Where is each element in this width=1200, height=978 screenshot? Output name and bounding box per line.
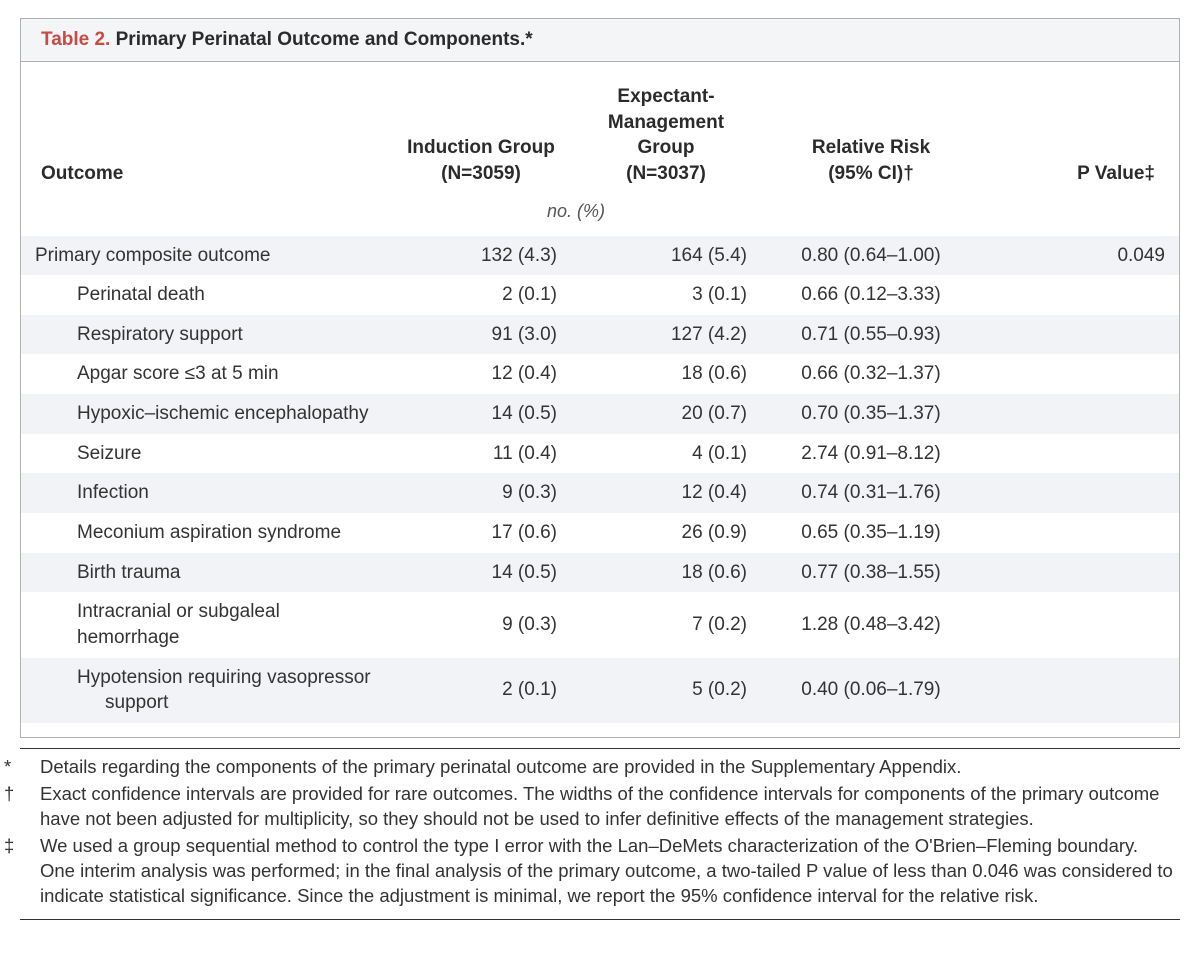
induction-value: 12 (0.4) xyxy=(391,354,571,394)
unit-label: no. (%) xyxy=(391,197,761,236)
expectant-value: 7 (0.2) xyxy=(571,592,761,657)
table-row: Infection9 (0.3)12 (0.4)0.74 (0.31–1.76) xyxy=(21,473,1179,513)
footnote-rule-top xyxy=(20,748,1180,749)
table-container: Table 2. Primary Perinatal Outcome and C… xyxy=(20,18,1180,738)
relative-risk-value: 2.74 (0.91–8.12) xyxy=(761,434,981,474)
relative-risk-value: 0.65 (0.35–1.19) xyxy=(761,513,981,553)
induction-value: 14 (0.5) xyxy=(391,553,571,593)
table-row: Primary composite outcome132 (4.3)164 (5… xyxy=(21,236,1179,276)
expectant-value: 4 (0.1) xyxy=(571,434,761,474)
col-header-relative-risk: Relative Risk (95% CI)† xyxy=(761,62,981,197)
footnotes: *Details regarding the components of the… xyxy=(20,755,1180,909)
pvalue xyxy=(981,473,1179,513)
table-title-bar: Table 2. Primary Perinatal Outcome and C… xyxy=(21,19,1179,62)
outcome-label: Hypotension requiring vasopressorsupport xyxy=(21,658,391,723)
unit-row: no. (%) xyxy=(21,197,1179,236)
induction-value: 2 (0.1) xyxy=(391,658,571,723)
table-row: Seizure11 (0.4)4 (0.1)2.74 (0.91–8.12) xyxy=(21,434,1179,474)
table-row: Perinatal death2 (0.1)3 (0.1)0.66 (0.12–… xyxy=(21,275,1179,315)
footnote-rule-bottom xyxy=(20,919,1180,920)
col-header-expectant: Expectant- Management Group (N=3037) xyxy=(571,62,761,197)
pvalue xyxy=(981,354,1179,394)
outcome-label: Intracranial or subgaleal hemorrhage xyxy=(21,592,391,657)
induction-value: 11 (0.4) xyxy=(391,434,571,474)
induction-value: 91 (3.0) xyxy=(391,315,571,355)
expectant-value: 20 (0.7) xyxy=(571,394,761,434)
pvalue xyxy=(981,553,1179,593)
pvalue xyxy=(981,315,1179,355)
table-row: Respiratory support91 (3.0)127 (4.2)0.71… xyxy=(21,315,1179,355)
table-row: Intracranial or subgaleal hemorrhage9 (0… xyxy=(21,592,1179,657)
relative-risk-value: 0.70 (0.35–1.37) xyxy=(761,394,981,434)
outcome-label: Primary composite outcome xyxy=(21,236,391,276)
relative-risk-value: 1.28 (0.48–3.42) xyxy=(761,592,981,657)
induction-value: 9 (0.3) xyxy=(391,592,571,657)
expectant-value: 26 (0.9) xyxy=(571,513,761,553)
pvalue xyxy=(981,275,1179,315)
table-body: Primary composite outcome132 (4.3)164 (5… xyxy=(21,236,1179,737)
expectant-value: 12 (0.4) xyxy=(571,473,761,513)
pvalue xyxy=(981,592,1179,657)
induction-value: 2 (0.1) xyxy=(391,275,571,315)
expectant-value: 3 (0.1) xyxy=(571,275,761,315)
footnote-b: †Exact confidence intervals are provided… xyxy=(22,782,1178,832)
outcome-label: Meconium aspiration syndrome xyxy=(21,513,391,553)
relative-risk-value: 0.74 (0.31–1.76) xyxy=(761,473,981,513)
induction-value: 9 (0.3) xyxy=(391,473,571,513)
pvalue xyxy=(981,513,1179,553)
expectant-value: 18 (0.6) xyxy=(571,354,761,394)
expectant-value: 164 (5.4) xyxy=(571,236,761,276)
outcome-label: Infection xyxy=(21,473,391,513)
col-header-pvalue: P Value‡ xyxy=(981,62,1179,197)
outcome-label: Respiratory support xyxy=(21,315,391,355)
relative-risk-value: 0.71 (0.55–0.93) xyxy=(761,315,981,355)
induction-value: 14 (0.5) xyxy=(391,394,571,434)
footnote-a: *Details regarding the components of the… xyxy=(22,755,1178,780)
outcome-label: Hypoxic–ischemic encephalopathy xyxy=(21,394,391,434)
outcome-label: Birth trauma xyxy=(21,553,391,593)
expectant-value: 18 (0.6) xyxy=(571,553,761,593)
footnote-c: ‡We used a group sequential method to co… xyxy=(22,834,1178,909)
outcome-label: Perinatal death xyxy=(21,275,391,315)
table-row: Apgar score ≤3 at 5 min12 (0.4)18 (0.6)0… xyxy=(21,354,1179,394)
table-header-row: Outcome Induction Group (N=3059) Expecta… xyxy=(21,62,1179,197)
relative-risk-value: 0.80 (0.64–1.00) xyxy=(761,236,981,276)
table-row: Hypotension requiring vasopressorsupport… xyxy=(21,658,1179,723)
pvalue xyxy=(981,434,1179,474)
pvalue xyxy=(981,658,1179,723)
expectant-value: 5 (0.2) xyxy=(571,658,761,723)
relative-risk-value: 0.40 (0.06–1.79) xyxy=(761,658,981,723)
relative-risk-value: 0.77 (0.38–1.55) xyxy=(761,553,981,593)
table-number: Table 2. xyxy=(41,29,110,50)
expectant-value: 127 (4.2) xyxy=(571,315,761,355)
outcome-label: Seizure xyxy=(21,434,391,474)
table-row: Birth trauma14 (0.5)18 (0.6)0.77 (0.38–1… xyxy=(21,553,1179,593)
outcomes-table: Outcome Induction Group (N=3059) Expecta… xyxy=(21,62,1179,737)
relative-risk-value: 0.66 (0.32–1.37) xyxy=(761,354,981,394)
induction-value: 17 (0.6) xyxy=(391,513,571,553)
table-row: Hypoxic–ischemic encephalopathy14 (0.5)2… xyxy=(21,394,1179,434)
col-header-outcome: Outcome xyxy=(21,62,391,197)
outcome-label: Apgar score ≤3 at 5 min xyxy=(21,354,391,394)
relative-risk-value: 0.66 (0.12–3.33) xyxy=(761,275,981,315)
table-row: Meconium aspiration syndrome17 (0.6)26 (… xyxy=(21,513,1179,553)
induction-value: 132 (4.3) xyxy=(391,236,571,276)
spacer-row xyxy=(21,723,1179,737)
pvalue xyxy=(981,394,1179,434)
pvalue: 0.049 xyxy=(981,236,1179,276)
table-title: Primary Perinatal Outcome and Components… xyxy=(116,29,533,50)
col-header-induction: Induction Group (N=3059) xyxy=(391,62,571,197)
